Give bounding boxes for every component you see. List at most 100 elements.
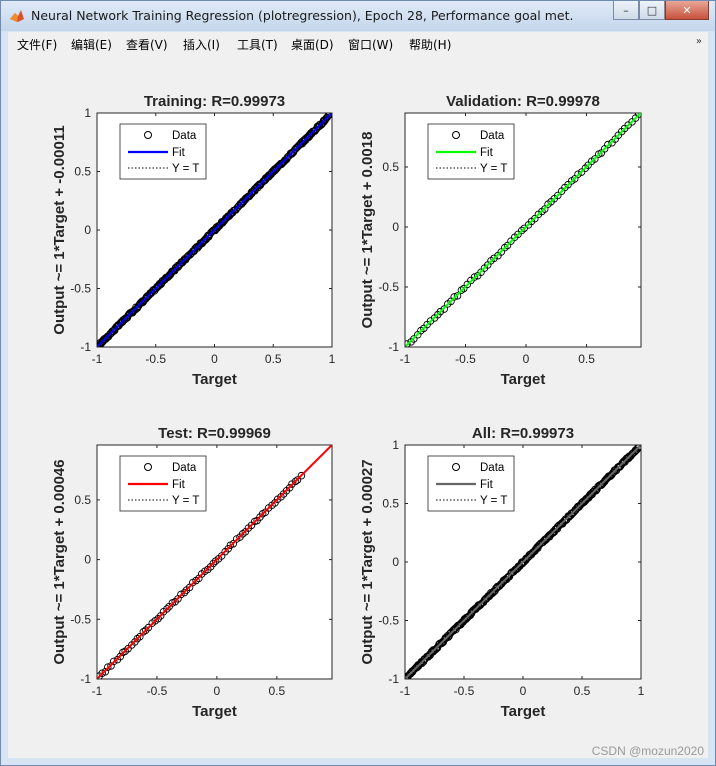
data-point — [591, 155, 599, 163]
legend-data-marker — [144, 131, 152, 139]
x-tick-label: -1 — [92, 684, 103, 698]
y-tick-label: -0.5 — [70, 282, 91, 296]
x-tick-label: 0 — [211, 352, 218, 366]
data-point — [326, 113, 332, 119]
data-point — [142, 626, 150, 634]
chart-title: Test: R=0.99969 — [158, 425, 271, 442]
close-button[interactable]: ✕ — [665, 1, 709, 20]
menu-file[interactable]: 文件(F) — [17, 38, 58, 52]
double-chevron-icon[interactable]: » — [695, 36, 702, 47]
y-axis-label: Output ~= 1*Target + -0.00011 — [51, 125, 68, 334]
data-point — [154, 614, 162, 623]
data-point — [110, 657, 118, 666]
x-tick-label: 1 — [329, 352, 336, 366]
y-axis-label: Output ~= 1*Target + 0.00027 — [359, 459, 376, 664]
data-point — [453, 292, 462, 300]
data-point — [209, 559, 218, 568]
x-tick-label: -0.5 — [455, 352, 476, 366]
legend-label-data: Data — [480, 130, 505, 142]
window-controls: – □ ✕ — [613, 1, 709, 21]
data-point — [238, 530, 247, 538]
data-point — [124, 311, 133, 319]
y-tick-label: -1 — [80, 672, 91, 686]
data-point — [604, 140, 612, 149]
data-point — [577, 168, 586, 176]
menu-insert[interactable]: 插入(I) — [183, 38, 220, 52]
y-tick-label: 0 — [84, 223, 91, 237]
menu-view[interactable]: 查看(V) — [126, 38, 168, 52]
data-point — [601, 476, 609, 485]
data-point — [514, 230, 522, 239]
menu-tools[interactable]: 工具(T) — [237, 38, 278, 52]
plot-test: -1 -0.5 0 0.5 -1 -0.5 0 0.5 Test: R=0.99969 Targe… — [51, 425, 333, 720]
legend-label-fit: Fit — [480, 147, 494, 159]
data-point — [634, 445, 641, 452]
x-tick-label: -1 — [400, 352, 411, 366]
minimize-button[interactable]: – — [613, 1, 639, 20]
y-tick-label: 1 — [392, 438, 399, 452]
data-point — [207, 228, 215, 237]
data-point — [325, 113, 332, 119]
data-point — [490, 254, 498, 263]
data-point — [405, 340, 411, 347]
data-point — [293, 476, 302, 484]
data-point — [116, 652, 125, 661]
data-point — [450, 293, 458, 301]
y-tick-label: 1 — [84, 106, 91, 120]
menu-edit[interactable]: 编辑(E) — [71, 38, 112, 52]
legend: Data Fit Y = T — [427, 455, 515, 512]
y-tick-label: 0.5 — [74, 165, 91, 179]
y-axis-label: Output ~= 1*Target + 0.00046 — [51, 459, 68, 664]
menu-desktop[interactable]: 桌面(D) — [291, 38, 334, 52]
data-point — [285, 483, 294, 492]
fit-line — [405, 113, 641, 347]
data-point — [457, 286, 466, 294]
maximize-button[interactable]: □ — [639, 1, 665, 20]
legend-label-yt: Y = T — [480, 495, 507, 507]
y-tick-label: 0 — [392, 555, 399, 569]
fit-line — [405, 445, 641, 679]
data-point — [574, 170, 582, 178]
y-tick-label: -1 — [80, 340, 91, 354]
watermark: CSDN @mozun2020 — [591, 744, 704, 758]
plot-training: -1 -0.5 0 0.5 1 -1 -0.5 0 0.5 1 Training: R=0.9997… — [51, 93, 336, 388]
data-point — [635, 445, 641, 451]
data-point — [475, 602, 483, 610]
x-tick-label: 0.5 — [574, 684, 591, 698]
data-point — [144, 623, 153, 632]
legend-label-data: Data — [172, 462, 197, 474]
data-point — [291, 477, 300, 486]
menu-help[interactable]: 帮助(H) — [409, 38, 452, 52]
data-point — [507, 237, 515, 245]
window-title: Neural Network Training Regression (plot… — [31, 8, 574, 23]
legend: Data Fit Y = T — [119, 455, 207, 512]
legend-label-fit: Fit — [172, 147, 186, 159]
legend-label-yt: Y = T — [480, 163, 507, 175]
y-tick-label: -0.5 — [378, 280, 399, 294]
x-tick-label: 0.5 — [578, 352, 595, 366]
x-axis-label: Target — [192, 703, 237, 720]
plot-validation: -1 -0.5 0 0.5 -1 -0.5 0 0.5 Validation: R=0.9997… — [359, 93, 642, 388]
data-point — [324, 113, 332, 120]
x-tick-label: 0 — [520, 684, 527, 698]
x-tick-label: 0 — [214, 684, 221, 698]
menu-window[interactable]: 窗口(W) — [348, 38, 394, 52]
data-point — [104, 663, 112, 671]
y-tick-label: 0.5 — [382, 160, 399, 174]
legend-label-yt: Y = T — [172, 495, 199, 507]
fit-line — [97, 113, 332, 347]
x-tick-label: 0 — [523, 352, 530, 366]
legend-label-data: Data — [172, 130, 197, 142]
data-point — [440, 305, 448, 313]
y-tick-label: 0.5 — [74, 493, 91, 507]
x-tick-label: -1 — [92, 352, 103, 366]
x-tick-label: -0.5 — [147, 684, 168, 698]
legend-label-fit: Fit — [172, 479, 186, 491]
chart-title: Validation: R=0.99978 — [446, 93, 600, 110]
data-point — [101, 667, 110, 676]
fit-line — [97, 445, 332, 679]
data-point — [297, 471, 306, 480]
x-tick-label: 1 — [638, 684, 645, 698]
x-axis-label: Target — [192, 371, 237, 388]
data-point — [177, 590, 185, 599]
